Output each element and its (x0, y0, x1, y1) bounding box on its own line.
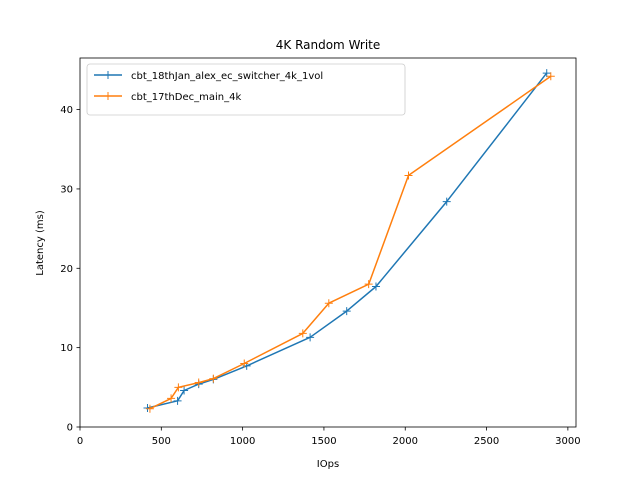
data-point (542, 69, 551, 78)
y-axis-label: Latency (ms) (35, 210, 46, 276)
y-axis-ticks: 0 10 20 30 40 (60, 105, 80, 434)
data-point (209, 374, 218, 383)
legend-label: cbt_18thJan_alex_ec_switcher_4k_1vol (131, 71, 323, 82)
data-point (442, 197, 451, 206)
x-axis-ticks: 0 500 1000 1500 2000 2500 3000 (77, 427, 581, 447)
data-point (371, 282, 380, 291)
data-point (145, 404, 154, 413)
y-tick-label: 30 (60, 184, 73, 195)
data-point (364, 280, 373, 289)
x-axis-label: IOps (317, 459, 339, 470)
data-point (194, 378, 203, 387)
x-tick-label: 500 (152, 436, 171, 447)
legend: cbt_18thJan_alex_ec_switcher_4k_1vol cbt_… (86, 63, 406, 116)
data-point (342, 307, 351, 316)
y-tick-label: 20 (60, 264, 73, 275)
x-tick-label: 2500 (474, 436, 499, 447)
data-point (306, 333, 315, 342)
y-tick-label: 40 (60, 105, 73, 116)
data-point (174, 383, 183, 392)
legend-item: cbt_18thJan_alex_ec_switcher_4k_1vol (94, 71, 323, 82)
data-point (324, 299, 333, 308)
data-point (173, 396, 182, 405)
series-layer (143, 69, 555, 413)
plot-area (79, 57, 577, 428)
legend-box (86, 63, 406, 116)
plot-frame (79, 57, 577, 428)
data-point (240, 359, 249, 368)
x-tick-label: 0 (77, 436, 83, 447)
data-point (180, 386, 189, 395)
series-2 (145, 72, 555, 413)
legend-marker (104, 92, 112, 100)
data-point (298, 329, 307, 338)
x-tick-label: 1000 (230, 436, 255, 447)
x-tick-label: 3000 (555, 436, 580, 447)
x-tick-label: 2000 (393, 436, 418, 447)
chart-title: 4K Random Write (276, 38, 381, 52)
legend-label: cbt_17thDec_main_4k (131, 92, 241, 103)
data-point (167, 394, 176, 403)
data-point (404, 171, 413, 180)
y-tick-label: 10 (60, 343, 73, 354)
legend-item: cbt_17thDec_main_4k (94, 92, 241, 103)
legend-marker (104, 71, 112, 79)
y-tick-label: 0 (67, 423, 73, 434)
data-point (546, 72, 555, 81)
x-tick-label: 1500 (311, 436, 336, 447)
